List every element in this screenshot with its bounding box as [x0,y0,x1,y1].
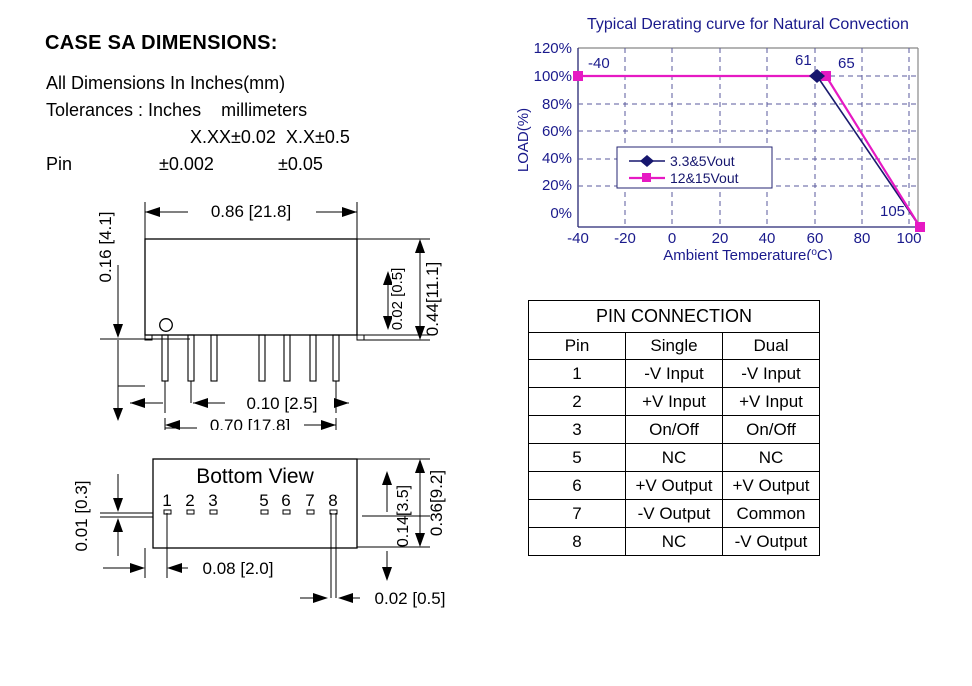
svg-text:Ambient Temperature(oC): Ambient Temperature(oC) [663,247,833,260]
svg-text:20: 20 [712,230,729,247]
svg-text:0.08 [2.0]: 0.08 [2.0] [203,559,274,578]
svg-text:7: 7 [305,491,314,510]
svg-text:5: 5 [259,491,268,510]
svg-text:0%: 0% [550,205,572,222]
svg-text:0.01 [0.3]: 0.01 [0.3] [72,481,91,552]
svg-text:80: 80 [854,230,871,247]
svg-text:-40: -40 [588,55,610,72]
svg-text:0: 0 [668,230,676,247]
svg-text:8: 8 [328,491,337,510]
svg-text:-40: -40 [567,230,589,247]
svg-text:65: 65 [838,55,855,72]
svg-text:LOAD(%): LOAD(%) [515,108,532,172]
svg-text:20%: 20% [542,177,572,194]
svg-text:100: 100 [896,230,921,247]
svg-text:3.3&5Vout: 3.3&5Vout [670,153,735,169]
svg-text:3: 3 [208,491,217,510]
svg-text:60%: 60% [542,123,572,140]
svg-text:60: 60 [807,230,824,247]
svg-text:0.36[9.2]: 0.36[9.2] [427,470,446,536]
svg-text:Bottom View: Bottom View [196,465,314,488]
svg-text:-20: -20 [614,230,636,247]
svg-text:80%: 80% [542,96,572,113]
svg-text:12&15Vout: 12&15Vout [670,170,739,186]
svg-text:40%: 40% [542,150,572,167]
svg-text:105: 105 [880,203,905,220]
svg-text:0.14[3.5]: 0.14[3.5] [395,485,412,547]
svg-text:0.02 [0.5]: 0.02 [0.5] [375,589,446,608]
svg-text:6: 6 [281,491,290,510]
svg-text:2: 2 [185,491,194,510]
svg-text:120%: 120% [534,40,572,57]
svg-text:40: 40 [759,230,776,247]
svg-text:100%: 100% [534,68,572,85]
svg-text:61: 61 [795,52,812,69]
svg-text:1: 1 [162,491,171,510]
